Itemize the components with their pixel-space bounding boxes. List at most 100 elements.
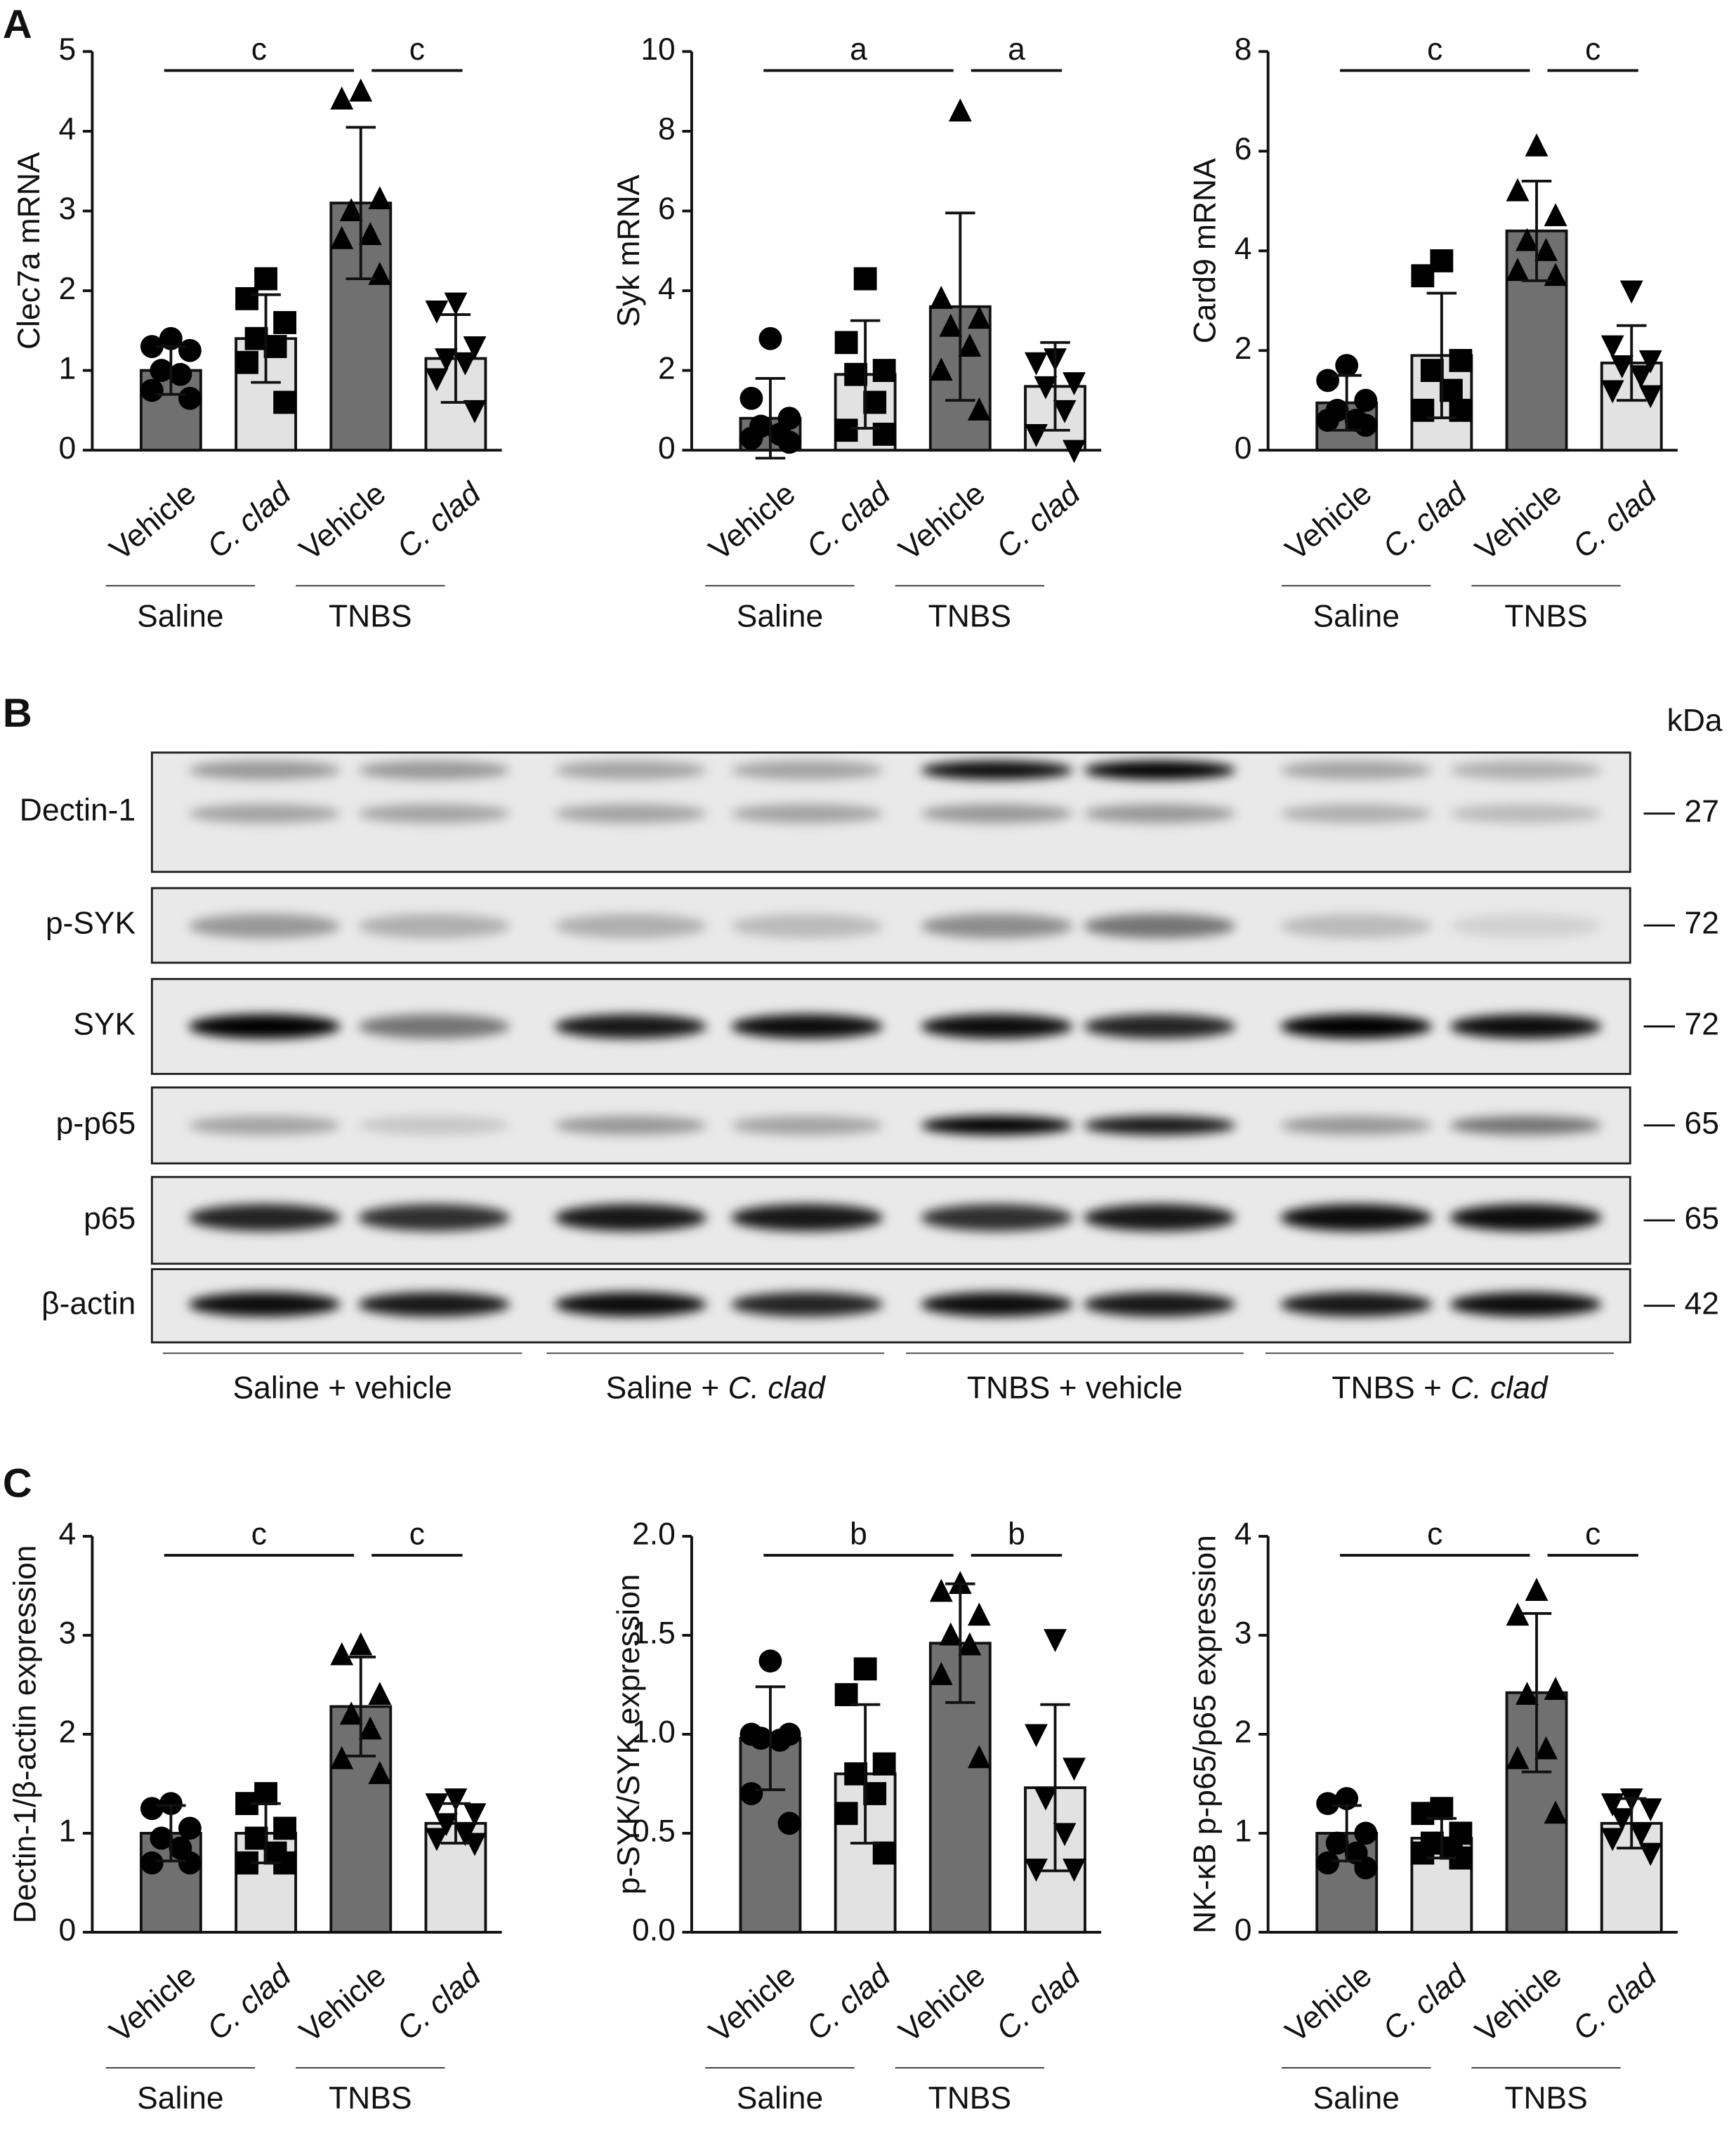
group-label: TNBS xyxy=(928,2081,1011,2116)
blot-row-label: p-p65 xyxy=(56,1107,136,1141)
data-point xyxy=(1053,400,1077,423)
data-point xyxy=(273,1816,297,1840)
blot-row-label: Dectin-1 xyxy=(20,793,136,827)
data-point xyxy=(872,423,896,446)
band xyxy=(357,804,511,824)
data-point xyxy=(1515,227,1539,251)
data-point xyxy=(1525,1578,1548,1602)
band xyxy=(188,1014,341,1039)
data-point xyxy=(330,1746,354,1769)
mw-label: 72 xyxy=(1685,906,1719,941)
x-tick-label: C. clad xyxy=(201,1958,298,2047)
band xyxy=(188,804,341,824)
mw-label: 65 xyxy=(1685,1107,1719,1141)
data-point xyxy=(150,1826,173,1850)
data-point xyxy=(967,305,991,329)
band xyxy=(1449,913,1602,939)
blot-row-label: p65 xyxy=(84,1201,136,1236)
band xyxy=(921,760,1073,780)
group-label: TNBS xyxy=(928,599,1011,633)
y-tick-label: 0.5 xyxy=(632,1814,676,1849)
band xyxy=(1449,1116,1602,1135)
data-point xyxy=(1044,1629,1067,1652)
data-point xyxy=(1638,1798,1662,1822)
blot-group-label-part: Saline + vehicle xyxy=(233,1371,452,1405)
x-tick-label: C. clad xyxy=(801,475,897,565)
data-point xyxy=(958,1632,982,1656)
group-label: Saline xyxy=(1313,2081,1399,2116)
x-tick-label: Vehicle xyxy=(1469,476,1568,567)
x-tick-label: C. clad xyxy=(1376,475,1473,565)
data-point xyxy=(844,362,868,386)
blot-row-label: p-SYK xyxy=(46,906,136,941)
data-point xyxy=(939,1622,963,1646)
data-point xyxy=(425,368,449,392)
data-point xyxy=(739,386,763,410)
band xyxy=(921,1014,1073,1039)
data-point xyxy=(463,336,487,359)
y-axis-label: p-SYK/SYK expression xyxy=(612,1574,646,1895)
data-point xyxy=(863,1782,887,1805)
band xyxy=(1280,804,1433,824)
band xyxy=(1084,1014,1236,1039)
data-point xyxy=(872,1752,896,1776)
significance-label: b xyxy=(850,1517,867,1552)
data-point xyxy=(434,1813,458,1837)
blot-group-label-part: Saline + xyxy=(606,1371,728,1405)
data-point xyxy=(777,430,801,454)
data-point xyxy=(929,1662,953,1685)
data-point xyxy=(739,426,763,450)
band xyxy=(357,1203,511,1232)
y-tick-label: 0 xyxy=(1235,431,1252,466)
data-point xyxy=(1544,1677,1567,1700)
significance-label: c xyxy=(251,1517,267,1552)
data-point xyxy=(1354,414,1378,437)
y-axis-label: Clec7a mRNA xyxy=(12,152,46,350)
data-point xyxy=(1506,1602,1530,1626)
data-point xyxy=(863,390,887,414)
data-point xyxy=(358,1716,382,1740)
data-point xyxy=(844,1762,868,1786)
group-label: Saline xyxy=(1313,599,1399,633)
y-tick-label: 2 xyxy=(59,272,77,306)
data-point xyxy=(140,335,164,358)
data-point xyxy=(939,313,963,337)
y-tick-label: 0 xyxy=(658,431,676,466)
band xyxy=(554,913,707,939)
significance-label: a xyxy=(850,32,867,67)
x-tick-label: C. clad xyxy=(801,1958,897,2047)
data-point xyxy=(1525,133,1548,157)
data-point xyxy=(1025,1724,1048,1748)
band xyxy=(357,760,511,780)
band xyxy=(921,804,1073,824)
panel-label: A xyxy=(3,2,32,47)
data-point xyxy=(1335,354,1359,377)
mw-label: 42 xyxy=(1685,1286,1719,1321)
group-label: TNBS xyxy=(1504,2081,1587,2116)
band xyxy=(1280,1014,1433,1039)
y-tick-label: 1.0 xyxy=(632,1715,676,1750)
y-tick-label: 4 xyxy=(1235,1517,1252,1552)
band xyxy=(554,804,707,824)
data-point xyxy=(1411,1802,1435,1826)
data-point xyxy=(178,386,202,410)
blot-bands xyxy=(188,1203,1602,1232)
data-point xyxy=(1354,388,1378,412)
data-point xyxy=(1411,1841,1435,1865)
x-tick-label: Vehicle xyxy=(703,1958,802,2050)
y-tick-label: 4 xyxy=(658,272,676,306)
data-point xyxy=(853,1657,877,1681)
significance-label: a xyxy=(1008,32,1025,67)
group-label: TNBS xyxy=(1504,599,1587,633)
y-axis-label: Card9 mRNA xyxy=(1188,158,1223,343)
data-point xyxy=(834,331,858,355)
data-point xyxy=(444,1788,468,1812)
x-tick-label: Vehicle xyxy=(293,476,392,567)
y-tick-label: 0 xyxy=(59,1913,77,1948)
y-tick-label: 0 xyxy=(59,431,77,466)
data-point xyxy=(1544,1800,1567,1824)
data-point xyxy=(1506,1746,1530,1769)
y-tick-label: 2 xyxy=(1235,1715,1252,1750)
data-point xyxy=(159,1792,183,1816)
data-point xyxy=(178,338,202,362)
